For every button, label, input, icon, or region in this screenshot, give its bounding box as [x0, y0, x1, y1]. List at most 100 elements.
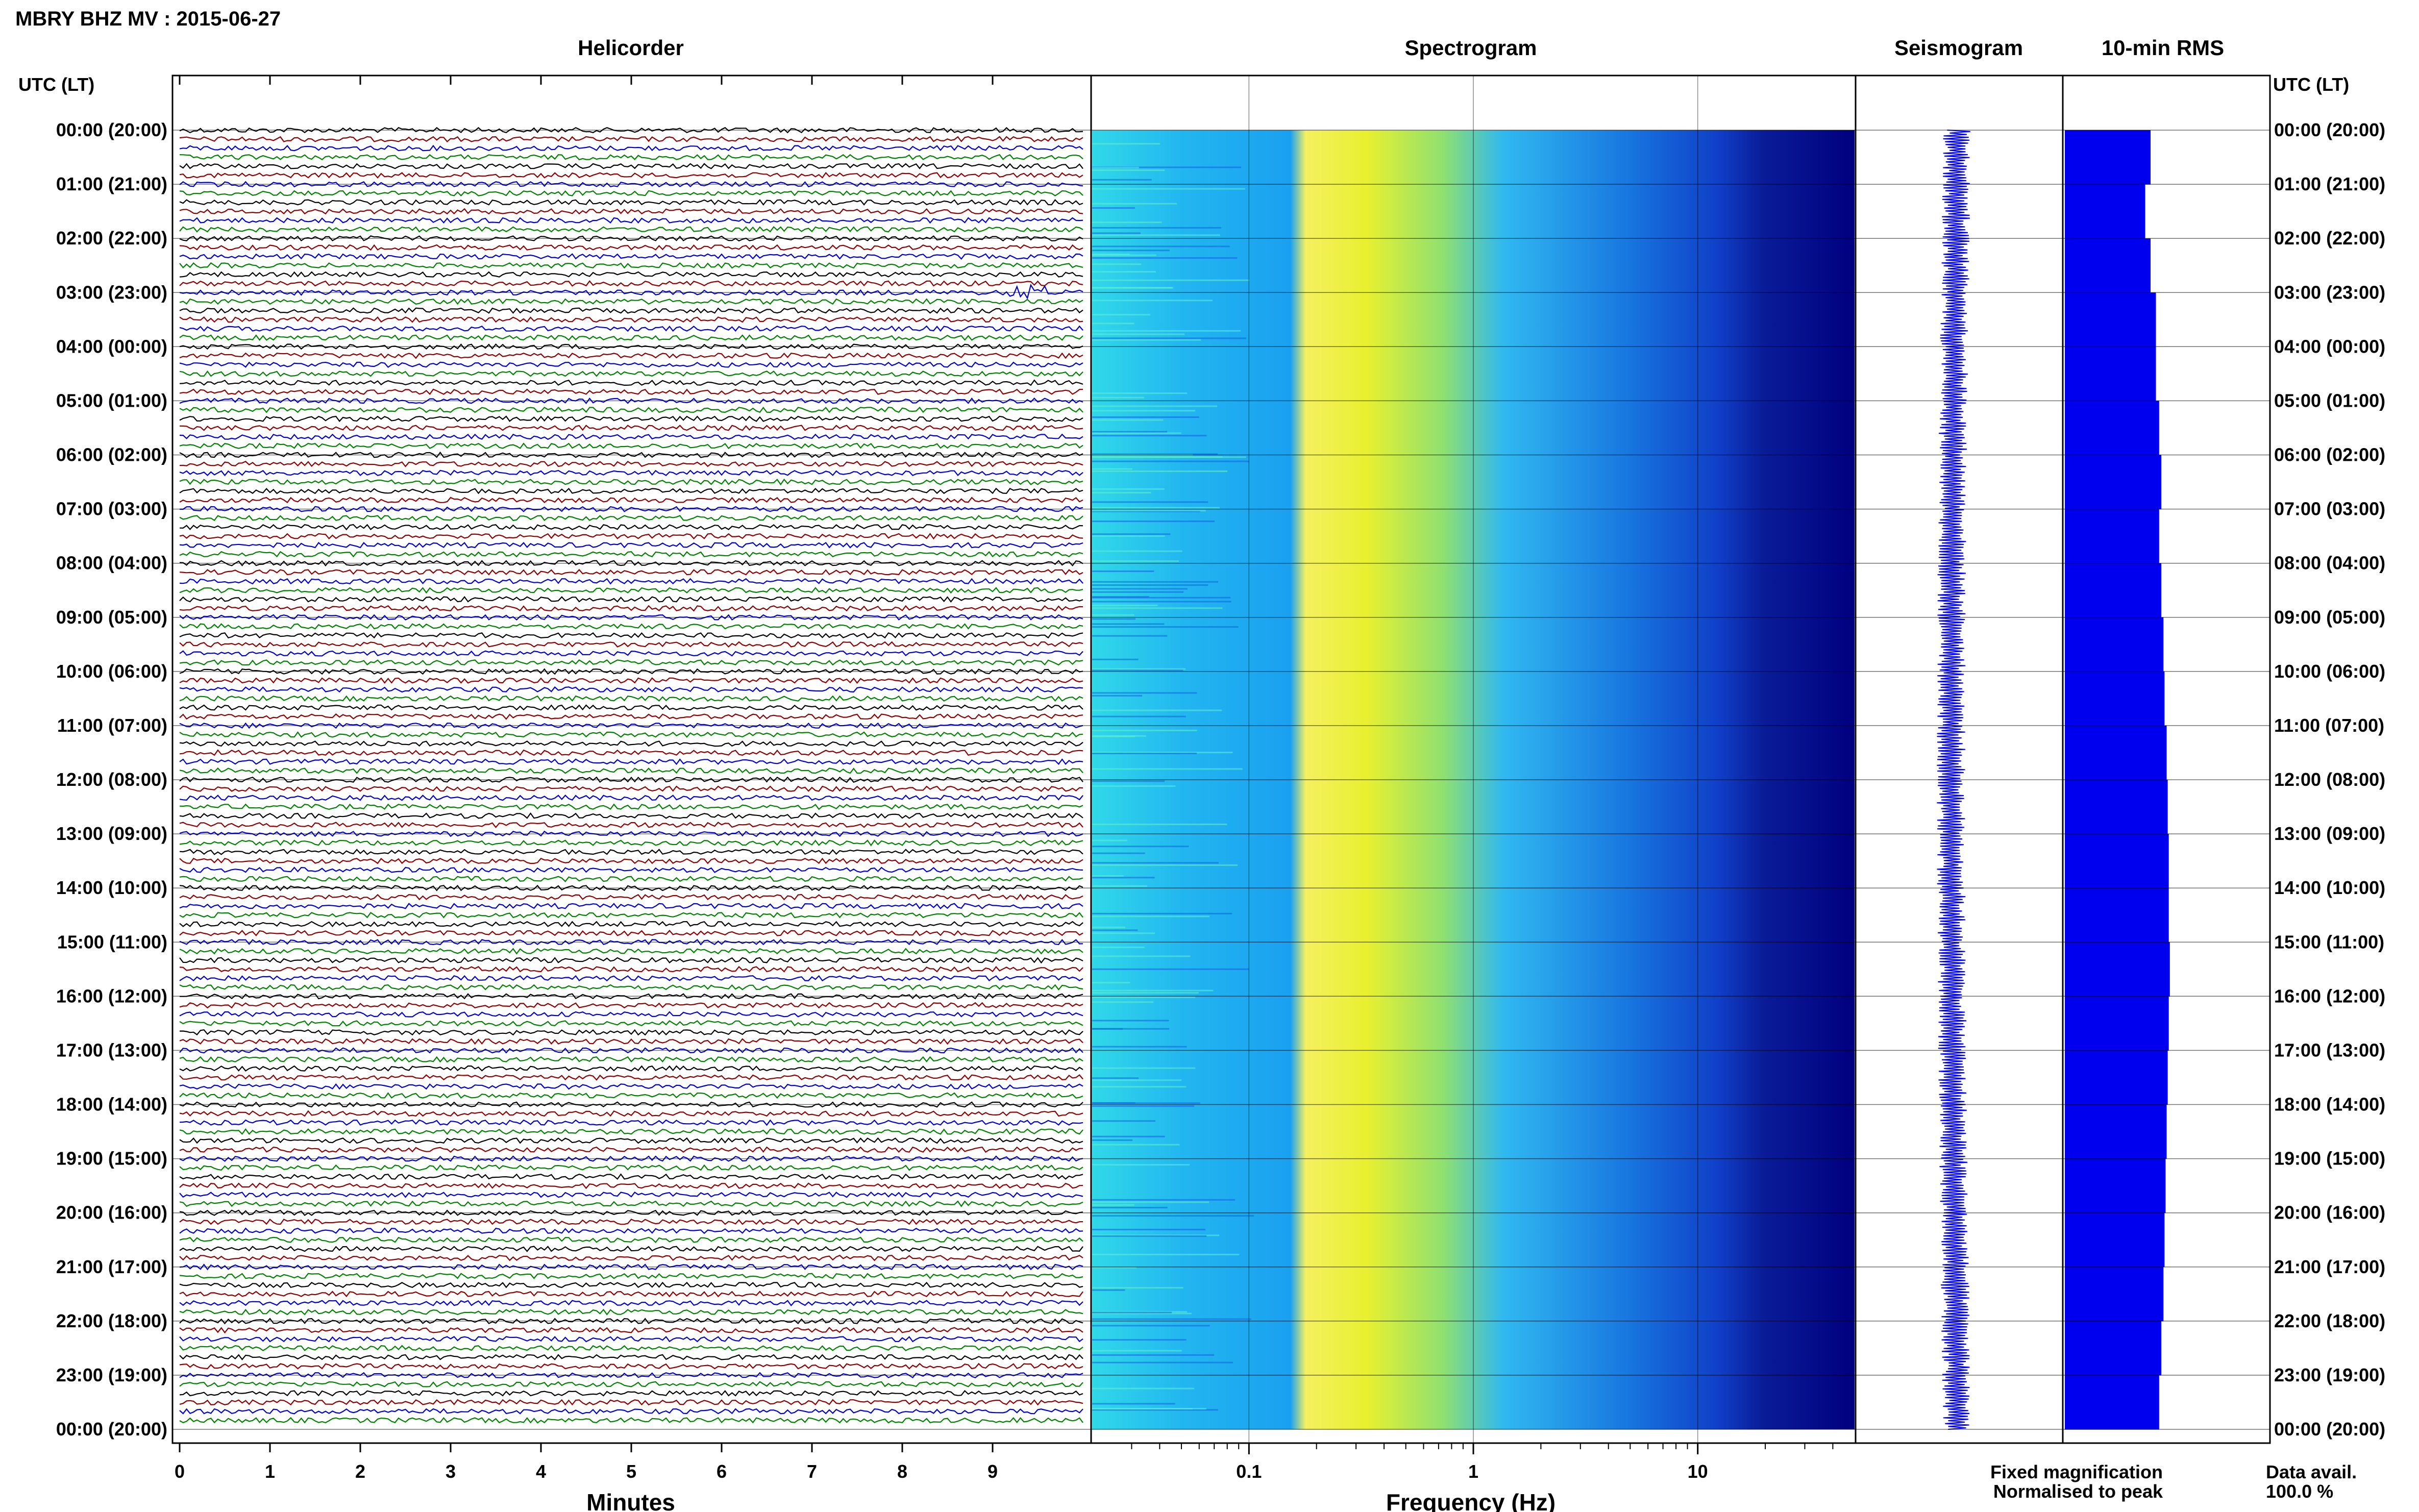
- spectrogram-streak: [1092, 839, 1127, 841]
- frequency-axis: 0.1 1 10: [1131, 76, 1834, 1482]
- spectrogram-streak: [1092, 1120, 1155, 1122]
- spectrogram-streak: [1092, 1387, 1195, 1390]
- right-hour-label: 16:00 (12:00): [2274, 985, 2385, 1006]
- minutes-tick-label: 3: [446, 1461, 456, 1482]
- data-avail-value: 100.0 %: [2266, 1481, 2333, 1502]
- helicorder-trace-row: [179, 1074, 1083, 1081]
- helicorder-trace-row: [179, 1318, 1083, 1325]
- helicorder-frame: [171, 75, 1092, 1444]
- spectrogram-streak: [1092, 1229, 1205, 1230]
- helicorder-trace-row: [179, 433, 1083, 440]
- right-hour-label: 11:00 (07:00): [2274, 715, 2384, 736]
- helicorder-trace-row: [179, 1029, 1083, 1036]
- spectrogram-streak: [1092, 601, 1231, 603]
- spectrogram-streak: [1092, 179, 1152, 181]
- helicorder-trace-row: [179, 217, 1083, 224]
- helicorder-trace-row: [179, 1417, 1083, 1424]
- left-hour-label: 10:00 (06:00): [56, 661, 167, 682]
- spectrogram-streak: [1092, 1020, 1169, 1022]
- helicorder-trace-row: [179, 190, 1083, 196]
- left-hour-label: 16:00 (12:00): [56, 985, 167, 1006]
- spectrogram-streak: [1092, 1287, 1183, 1289]
- helicorder-trace-row: [179, 524, 1083, 531]
- rms-bar: [2065, 725, 2167, 780]
- spectrogram-streak: [1092, 234, 1220, 236]
- spectrogram-streak: [1092, 333, 1184, 335]
- spectrogram-streak: [1092, 254, 1130, 255]
- helicorder-trace-row: [179, 1399, 1083, 1406]
- rms-bar: [2065, 617, 2164, 672]
- spectrogram-streak: [1092, 287, 1172, 289]
- helicorder-trace-row: [179, 497, 1083, 504]
- spectrogram-streak: [1092, 468, 1132, 470]
- helicorder-trace-row: [179, 226, 1083, 233]
- helicorder-trace-row: [179, 614, 1083, 621]
- right-hour-label: 05:00 (01:00): [2274, 390, 2385, 411]
- helicorder-trace-row: [179, 244, 1083, 251]
- minutes-tick-label: 5: [626, 1461, 636, 1482]
- helicorder-trace-row: [179, 551, 1083, 558]
- spectrogram-streak: [1092, 715, 1186, 717]
- spectrogram-streak: [1092, 435, 1207, 437]
- helicorder-trace-row: [179, 316, 1083, 323]
- helicorder-trace-row: [179, 921, 1083, 928]
- helicorder-trace-row: [179, 1335, 1083, 1343]
- helicorder-trace-row: [179, 984, 1083, 990]
- spectrogram-streak: [1092, 1201, 1210, 1203]
- helicorder-trace-row: [179, 1327, 1083, 1334]
- frequency-axis-label: Frequency (Hz): [1386, 1489, 1556, 1512]
- helicorder-trace-row: [179, 1083, 1083, 1090]
- right-hour-label: 21:00 (17:00): [2274, 1256, 2385, 1277]
- spectrogram-streak: [1092, 864, 1238, 866]
- helicorder-trace-row: [179, 695, 1083, 702]
- rms-bar: [2065, 1321, 2161, 1376]
- seismogram-title: Seismogram: [1894, 36, 2023, 60]
- helicorder-trace-row: [179, 334, 1083, 341]
- rms-bar: [2065, 292, 2156, 347]
- helicorder-trace-row: [179, 1236, 1083, 1244]
- helicorder-trace-row: [179, 894, 1083, 901]
- spectrogram-streak: [1092, 780, 1165, 782]
- spectrogram-streak: [1092, 392, 1188, 394]
- spectrogram-streak: [1092, 271, 1156, 273]
- spectrogram-streak: [1092, 768, 1243, 770]
- spectrogram-streak: [1092, 1403, 1175, 1405]
- helicorder-trace-row: [179, 280, 1083, 287]
- minutes-tick-label: 2: [355, 1461, 365, 1482]
- spectrogram-streak: [1092, 221, 1162, 224]
- left-hour-label: 23:00 (19:00): [56, 1365, 167, 1385]
- left-hour-label: 03:00 (23:00): [56, 282, 167, 303]
- helicorder-trace-row: [179, 541, 1083, 549]
- helicorder-trace-row: [179, 1182, 1083, 1189]
- rms-bar: [2065, 509, 2159, 564]
- spectrogram-streak: [1092, 1311, 1172, 1313]
- page-title: MBRY BHZ MV : 2015-06-27: [15, 8, 281, 30]
- helicorder-trace-row: [179, 171, 1083, 179]
- helicorder-trace-row: [179, 849, 1083, 855]
- left-hour-label: 20:00 (16:00): [56, 1202, 167, 1223]
- helicorder-trace-row: [179, 1209, 1083, 1216]
- spectrogram-streak: [1092, 232, 1141, 234]
- spectrogram-streak: [1092, 1102, 1136, 1104]
- left-hour-label: 00:00 (20:00): [56, 1419, 167, 1440]
- spectrogram-streak: [1092, 1135, 1165, 1137]
- spectrogram-streak: [1092, 695, 1142, 697]
- helicorder-trace-row: [179, 533, 1083, 540]
- helicorder-trace-row: [179, 1011, 1083, 1018]
- spectrogram-streak: [1092, 460, 1249, 462]
- spectrogram-streak: [1092, 709, 1222, 711]
- helicorder-trace-row: [179, 767, 1083, 774]
- helicorder-trace-row: [179, 1038, 1083, 1045]
- helicorder-trace-row: [179, 632, 1083, 639]
- rms-bar: [2065, 455, 2161, 510]
- helicorder-trace-row: [179, 451, 1083, 458]
- minutes-axis-label: Minutes: [586, 1489, 675, 1512]
- time-axis-label-left: UTC (LT): [18, 74, 94, 95]
- spectrogram-streak: [1092, 492, 1151, 493]
- spectrogram-streak: [1092, 533, 1171, 535]
- helicorder-trace-row: [179, 857, 1083, 864]
- spectrogram-streak: [1092, 875, 1124, 877]
- helicorder-trace-row: [179, 659, 1083, 666]
- spectrogram-streak: [1092, 453, 1218, 455]
